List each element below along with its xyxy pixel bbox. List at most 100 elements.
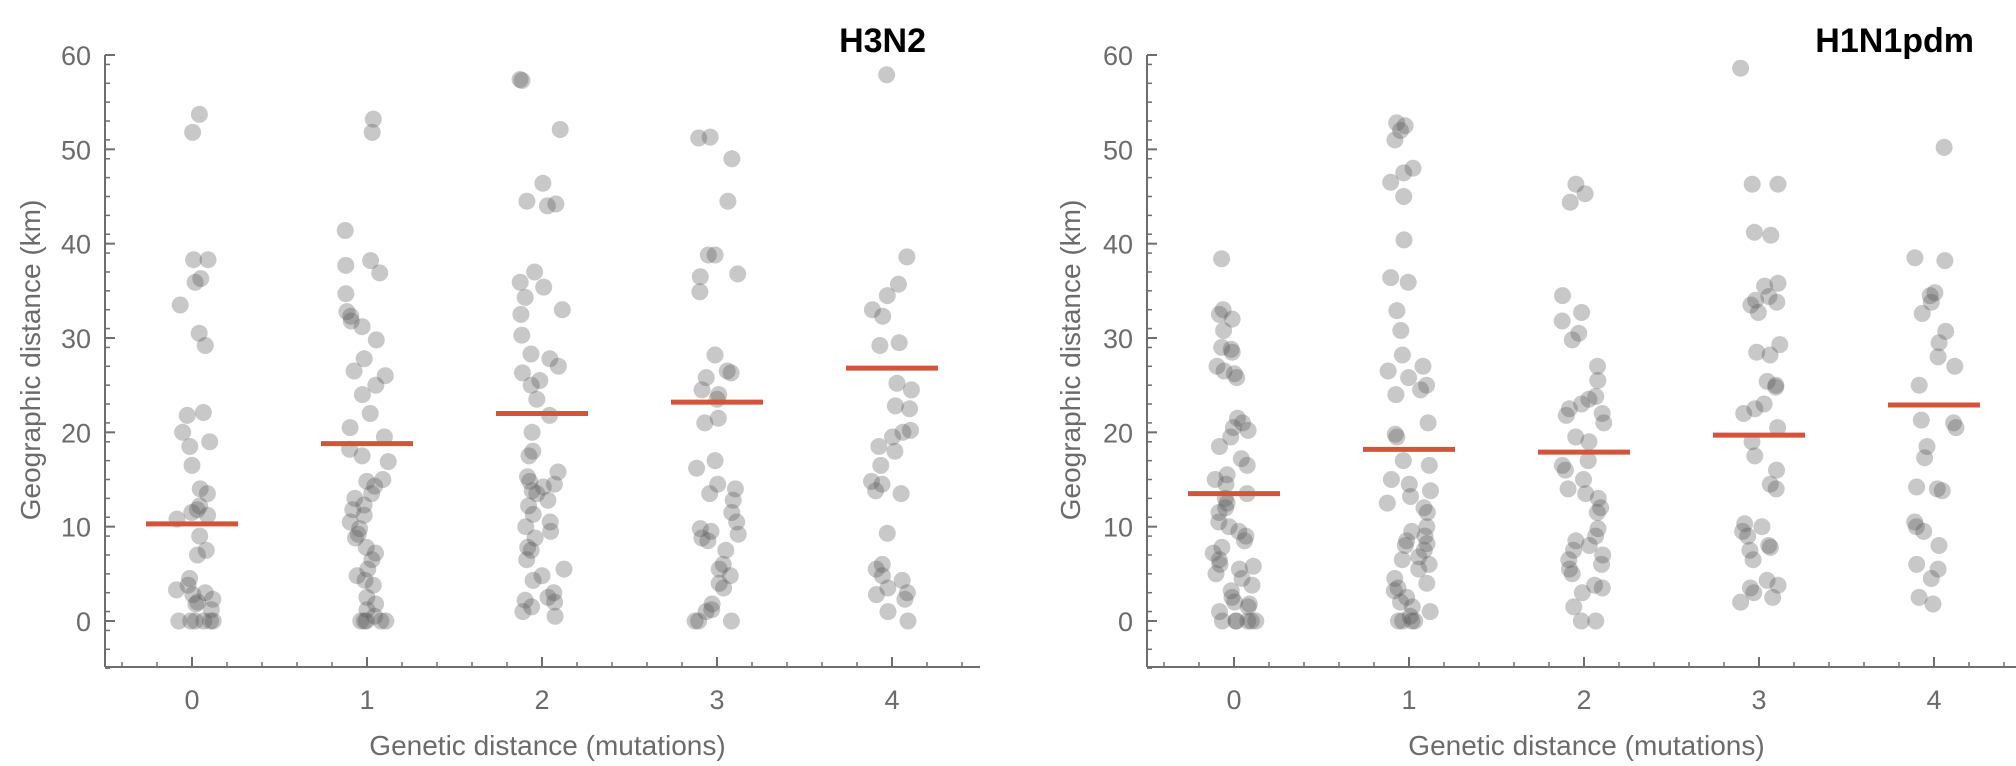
data-point (377, 612, 395, 630)
data-point (1768, 461, 1785, 479)
y-tick-label: 60 (1103, 41, 1133, 71)
y-tick-label: 0 (76, 607, 91, 637)
data-point (1761, 346, 1779, 364)
data-point (1416, 527, 1434, 545)
x-tick-label: 1 (1401, 685, 1416, 715)
data-point (202, 601, 220, 619)
data-point (1228, 369, 1246, 387)
data-point (352, 612, 370, 630)
data-point (519, 468, 536, 486)
data-point (1557, 406, 1575, 424)
data-point (1563, 331, 1581, 349)
data-point (1220, 518, 1238, 536)
data-point (1579, 452, 1597, 470)
data-point (1213, 250, 1231, 268)
data-point (701, 485, 719, 503)
data-point (358, 588, 376, 606)
data-point (1760, 288, 1778, 305)
x-tick-label: 0 (1226, 685, 1241, 715)
y-tick-label: 40 (1103, 230, 1133, 260)
data-point (1230, 560, 1248, 578)
data-point (1561, 193, 1579, 211)
data-point (191, 527, 209, 545)
data-point (361, 405, 379, 422)
data-point (353, 447, 371, 465)
data-point (1244, 557, 1262, 575)
data-point (1587, 612, 1605, 630)
data-point (1410, 560, 1428, 578)
data-point (1222, 340, 1240, 358)
x-tick-label: 4 (884, 685, 899, 715)
data-point (511, 71, 529, 88)
data-point (1587, 527, 1605, 545)
data-point (1412, 381, 1430, 399)
data-point (534, 174, 552, 192)
data-point (1573, 395, 1591, 413)
data-point (514, 603, 532, 621)
data-point (710, 560, 728, 578)
data-point (1393, 346, 1411, 364)
data-point (696, 414, 714, 432)
y-axis-title: Geographic distance (km) (1055, 200, 1086, 521)
data-point (690, 612, 708, 630)
data-point (724, 491, 742, 509)
data-point (706, 246, 724, 264)
y-tick-label: 20 (1103, 418, 1133, 448)
data-point (1556, 461, 1574, 479)
data-point (1762, 226, 1780, 244)
data-point (872, 456, 890, 474)
data-point (366, 607, 384, 625)
data-point (1741, 579, 1759, 597)
data-point (1928, 480, 1946, 498)
data-point (686, 612, 704, 630)
data-point (196, 337, 214, 354)
scatter-plot-h1n1pdm: 0 10 20 30 40 50 60 0 1 2 3 4 Genetic distance (muta… (1055, 22, 2016, 761)
data-point (1215, 362, 1233, 380)
data-point (693, 381, 711, 399)
data-point (1565, 598, 1583, 616)
data-point (899, 612, 917, 630)
data-point (1947, 419, 1965, 437)
data-point (1593, 555, 1611, 573)
data-point (338, 303, 356, 321)
data-point (1908, 555, 1926, 573)
data-point (533, 567, 551, 585)
data-point (1230, 522, 1248, 540)
data-point (871, 337, 889, 354)
data-point (534, 478, 552, 496)
data-point (171, 296, 189, 314)
data-point (896, 590, 914, 608)
data-point (541, 350, 559, 368)
data-point (1749, 304, 1767, 321)
data-point (1403, 612, 1421, 630)
data-point (1739, 527, 1757, 545)
data-point (1414, 357, 1432, 375)
data-point (1386, 570, 1404, 587)
data-point (1906, 249, 1924, 267)
y-tick-label: 10 (1103, 513, 1133, 543)
data-point (1758, 571, 1776, 589)
data-point (1769, 419, 1787, 437)
data-point (709, 409, 727, 427)
data-point (706, 452, 724, 470)
data-point (867, 560, 885, 578)
data-point (1910, 588, 1928, 606)
data-point (1756, 277, 1774, 295)
data-point (1214, 301, 1232, 319)
scatter-plot-h3n2: 0 10 20 30 40 50 60 0 1 2 3 4 Genetic distance (muta… (15, 22, 980, 761)
data-point (198, 485, 216, 503)
data-point (691, 520, 709, 538)
data-point (1746, 400, 1764, 418)
data-point (1553, 456, 1571, 474)
data-point (555, 560, 573, 578)
data-point (1593, 405, 1611, 422)
data-point (356, 571, 374, 589)
x-tick-label: 1 (359, 685, 374, 715)
data-point (371, 264, 389, 282)
data-point (549, 463, 567, 481)
data-point (1225, 365, 1243, 383)
data-point (357, 612, 375, 630)
data-point (1239, 598, 1257, 616)
data-point (187, 595, 205, 613)
data-point (364, 110, 382, 128)
